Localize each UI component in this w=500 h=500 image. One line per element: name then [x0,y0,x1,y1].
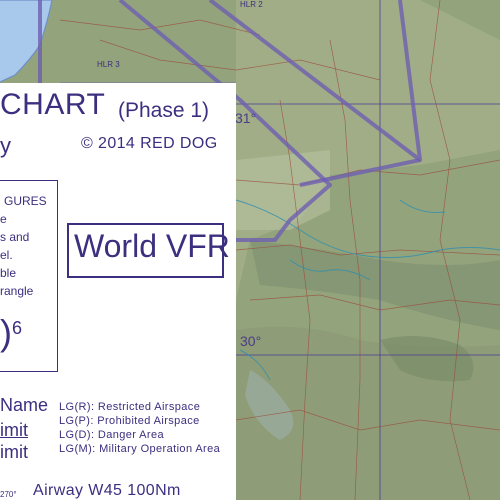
figures-legend-line: s and [0,230,30,244]
terrain-salt-flat [245,370,294,440]
figures-legend-line: el. [0,248,13,262]
terrain-light-zone [40,0,500,300]
figures-legend-line: GURES [4,194,47,208]
airspace-type-restricted: LG(R): Restricted Airspace [59,401,201,413]
airspace-type-danger: LG(D): Danger Area [59,429,165,441]
sample-airspace-name: Name [0,395,49,415]
copyright-text: © 2014 RED DOG [81,135,218,152]
sample-upper-limit: imit [0,420,28,440]
latitude-label-30: 30° [240,333,262,349]
legend-panel [0,83,236,500]
terrain-dark-zone [380,336,474,382]
figures-legend-box [0,180,58,372]
figures-legend-line: ble [0,266,17,280]
sample-figure: ) [0,312,12,353]
fir-label-hlr3: HLR 3 [97,60,120,69]
sample-figure-superscript: 6 [12,318,23,338]
airway-sample-label: Airway W45 100Nm [33,482,181,499]
airspace-type-military: LG(M): Military Operation Area [59,443,221,455]
rivers [235,199,500,381]
figures-legend-line: rangle [0,284,34,298]
chart-title-line2: y [0,133,11,158]
brand-box [67,223,224,278]
latitude-label-31: 31° [235,110,257,126]
chart-title: CHART [0,88,106,121]
radial-label: 270° [0,490,17,499]
roads [59,0,500,500]
terrain-dark-zone [250,240,500,330]
chart-title-suffix: (Phase 1) [118,99,210,122]
figures-legend-line: e [0,212,7,226]
airspace-type-prohibited: LG(P): Prohibited Airspace [59,415,200,427]
sample-lower-limit: imit [0,442,28,462]
terrain-light-zone [236,150,330,230]
fir-label-hlr2: HLR 2 [240,0,263,9]
brand-label: World VFR [74,228,230,264]
